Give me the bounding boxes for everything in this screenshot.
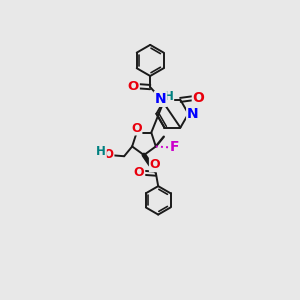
Text: H: H: [96, 145, 106, 158]
Text: F: F: [170, 140, 179, 154]
Text: O: O: [128, 80, 139, 93]
Text: O: O: [193, 91, 205, 105]
Text: N: N: [154, 92, 166, 106]
Text: O: O: [131, 122, 142, 135]
Text: N: N: [157, 93, 168, 106]
Text: O: O: [150, 158, 160, 171]
Text: H: H: [164, 90, 173, 104]
Text: O: O: [134, 166, 144, 179]
Text: O: O: [103, 148, 114, 161]
Text: N: N: [187, 107, 199, 121]
